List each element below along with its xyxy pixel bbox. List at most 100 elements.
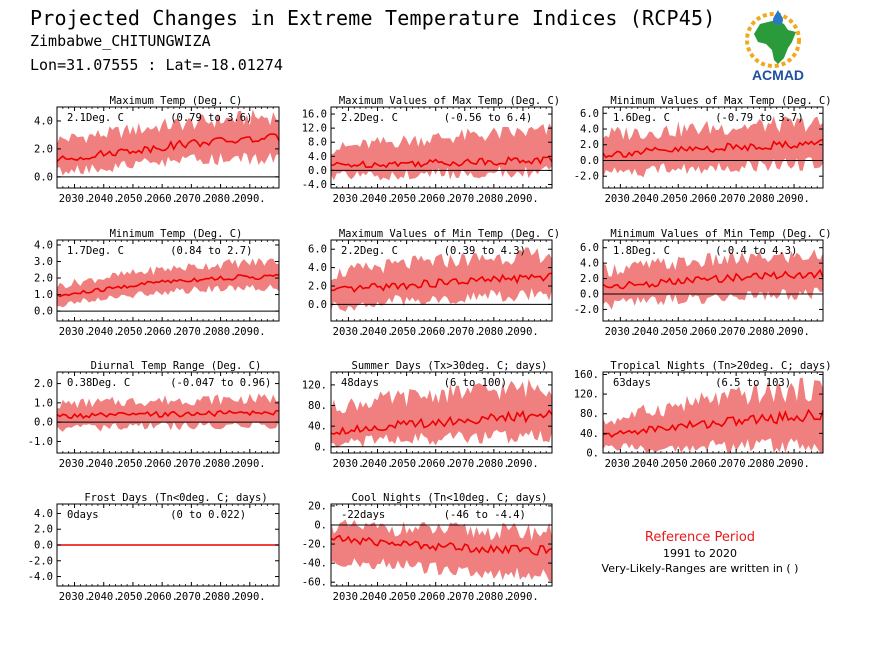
y-tick-label: 0.0 (34, 417, 53, 429)
chart-panel: 2030.2040.2050.2060.2070.2080.2090. -4.0 -… (28, 492, 280, 603)
x-tick-label: 2070. (720, 326, 752, 338)
change-value-label: 0.38Deg. C (67, 377, 130, 389)
x-tick-label: 2030. (605, 458, 637, 470)
x-tick-label: 2080. (478, 193, 510, 205)
x-tick-label: 2030. (59, 326, 91, 338)
x-tick-label: 2090. (234, 591, 266, 603)
x-tick-label: 2090. (507, 326, 539, 338)
median-series-line (56, 273, 280, 298)
uncertainty-band (331, 378, 552, 448)
x-tick-label: 2080. (205, 458, 237, 470)
x-tick-label: 2050. (662, 193, 694, 205)
median-series-line (56, 409, 280, 420)
y-tick-label: 2.0 (580, 139, 599, 151)
x-tick-label: 2040. (362, 591, 394, 603)
x-tick-label: 2060. (420, 193, 452, 205)
sun-rays-icon (745, 12, 801, 68)
location-name: Zimbabwe_CHITUNGWIZA (30, 32, 211, 50)
y-tick-label: 1.0 (34, 289, 53, 301)
y-tick-label: 2.0 (34, 143, 53, 155)
range-label: (-0.4 to 4.3) (715, 245, 797, 257)
x-tick-label: 2060. (146, 591, 178, 603)
y-tick-label: 4.0 (34, 508, 53, 520)
uncertainty-band (331, 519, 552, 582)
y-tick-label: 4.0 (34, 239, 53, 251)
change-value-label: 2.1Deg. C (67, 112, 124, 124)
y-tick-label: 160. (574, 369, 599, 381)
change-value-label: 1.7Deg. C (67, 245, 124, 257)
uncertainty-band (603, 249, 823, 310)
x-tick-label: 2070. (176, 458, 208, 470)
x-tick-label: 2030. (333, 326, 365, 338)
x-tick-label: 2030. (333, 193, 365, 205)
x-tick-label: 2050. (662, 458, 694, 470)
change-value-label: 1.8Deg. C (613, 245, 670, 257)
y-tick-label: 2.0 (34, 378, 53, 390)
x-tick-label: 2050. (117, 591, 149, 603)
median-series-line (330, 409, 553, 436)
chart-title: Maximum Values of Max Temp (Deg. C) (339, 95, 560, 107)
x-tick-label: 2030. (605, 326, 637, 338)
x-tick-label: 2080. (205, 193, 237, 205)
x-tick-label: 2070. (176, 326, 208, 338)
chart-title: Cool Nights (Tn<10deg. C; days) (352, 492, 548, 504)
uncertainty-band (57, 258, 279, 308)
range-label: (0.84 to 2.7) (170, 245, 252, 257)
x-tick-label: 2070. (449, 591, 481, 603)
y-tick-label: -4.0 (28, 571, 53, 583)
x-tick-label: 2050. (391, 326, 423, 338)
reference-note: Very-Likely-Ranges are written in ( ) (601, 562, 799, 575)
median-series-line (330, 534, 553, 556)
page-title: Projected Changes in Extreme Temperature… (30, 6, 716, 30)
x-tick-label: 2030. (605, 193, 637, 205)
x-tick-label: 2070. (720, 458, 752, 470)
x-tick-label: 2040. (88, 326, 120, 338)
chart-title: Summer Days (Tx>30deg. C; days) (352, 360, 548, 372)
change-value-label: -22days (341, 509, 385, 521)
range-label: (-46 to -4.4) (444, 509, 526, 521)
x-tick-label: 2040. (634, 193, 666, 205)
x-tick-label: 2090. (507, 193, 539, 205)
y-tick-label: 0.0 (34, 306, 53, 318)
x-tick-label: 2050. (117, 458, 149, 470)
x-tick-label: 2060. (420, 458, 452, 470)
y-tick-label: 4.0 (580, 124, 599, 136)
y-tick-label: 4.0 (308, 262, 327, 274)
y-tick-label: 0.0 (308, 165, 327, 177)
y-tick-label: 4.0 (580, 258, 599, 270)
y-tick-label: 0.0 (580, 155, 599, 167)
x-tick-label: 2080. (478, 326, 510, 338)
y-tick-label: -4.0 (302, 179, 327, 191)
range-label: (6 to 100) (444, 377, 507, 389)
x-tick-label: 2090. (234, 458, 266, 470)
reference-title: Reference Period (644, 530, 756, 545)
coordinates: Lon=31.07555 : Lat=-18.01274 (30, 56, 283, 74)
range-label: (-0.047 to 0.96) (170, 377, 271, 389)
x-tick-label: 2050. (391, 591, 423, 603)
x-tick-label: 2070. (176, 591, 208, 603)
y-tick-label: 6.0 (308, 244, 327, 256)
x-tick-label: 2060. (691, 326, 723, 338)
acmad-logo: ACMAD (745, 10, 804, 83)
y-tick-label: 12.0 (302, 123, 327, 135)
x-tick-label: 2080. (749, 193, 781, 205)
x-tick-label: 2050. (391, 458, 423, 470)
x-tick-label: 2050. (117, 193, 149, 205)
x-tick-label: 2050. (117, 326, 149, 338)
y-tick-label: 2.0 (308, 281, 327, 293)
y-tick-label: -2.0 (28, 555, 53, 567)
chart-title: Minimum Values of Min Temp (Deg. C) (610, 228, 831, 240)
x-tick-label: 2030. (59, 458, 91, 470)
uncertainty-band (603, 116, 823, 179)
chart-panel: 2030.2040.2050.2060.2070.2080.2090. 0.0 2.… (308, 228, 560, 338)
reference-block: Reference Period 1991 to 2020 Very-Likel… (580, 530, 820, 575)
median-series-line (602, 408, 824, 439)
median-series-line (602, 139, 824, 159)
change-value-label: 2.2Deg. C (341, 245, 398, 257)
x-tick-label: 2090. (507, 591, 539, 603)
y-tick-label: 3.0 (34, 256, 53, 268)
x-tick-label: 2070. (720, 193, 752, 205)
y-tick-label: 0. (314, 441, 327, 453)
y-tick-label: 2.0 (34, 273, 53, 285)
